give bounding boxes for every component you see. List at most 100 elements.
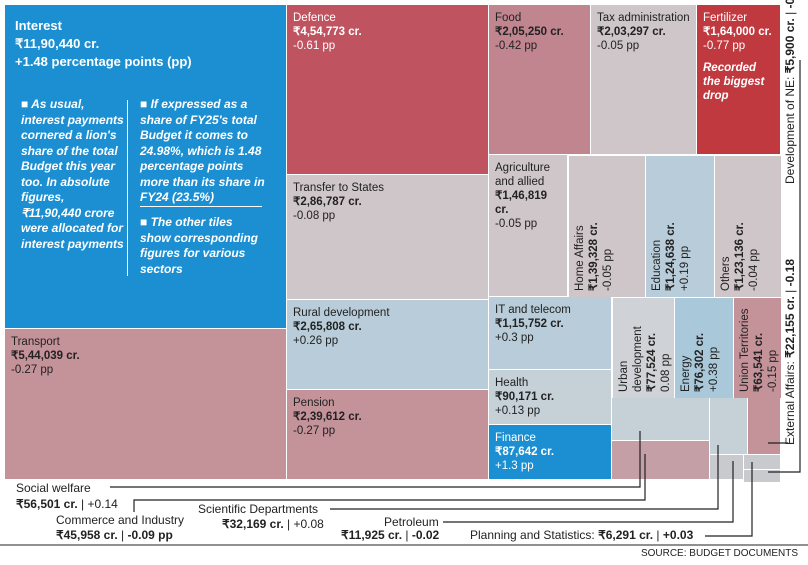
- tile-tax-administration: Tax administration ₹2,03,297 cr. -0.05 pp: [591, 5, 697, 155]
- label-name: External Affairs: [783, 364, 797, 445]
- tile-social-welfare: [612, 398, 710, 441]
- label-value: ₹5,900 cr.: [783, 18, 797, 74]
- label-social-welfare: Social welfare: [16, 481, 91, 496]
- tile-rural-development: Rural development ₹2,65,808 cr. +0.26 pp: [287, 300, 489, 390]
- label-value: ₹45,958 cr.: [56, 528, 118, 542]
- label-scientific: Scientific Departments: [198, 502, 318, 517]
- tile-planning-and-statistics: [744, 455, 781, 470]
- leader-petroleum: [443, 461, 734, 523]
- label-change: -0.18: [783, 259, 797, 287]
- tile-fertilizer: Fertilizer ₹1,64,000 cr. -0.77 pp Recorded …: [697, 5, 781, 155]
- tile-value: ₹1,15,752 cr.: [495, 318, 564, 330]
- tile-finance: Finance ₹87,642 cr. +1.3 pp: [489, 425, 612, 480]
- tile-change: -0.77 pp: [703, 40, 746, 52]
- tile-pension: Pension ₹2,39,612 cr. -0.27 pp: [287, 390, 489, 480]
- tile-change: -0.27 pp: [293, 425, 336, 437]
- tile-value: ₹87,642 cr.: [495, 446, 555, 458]
- note-right-2-text: The other tiles show corresponding figur…: [140, 215, 259, 276]
- tile-change: -0.08 pp: [293, 210, 336, 222]
- leader-scientific: [330, 445, 719, 510]
- label-scientific-value: ₹32,169 cr. | +0.08: [222, 517, 324, 531]
- label-value: ₹56,501 cr.: [16, 497, 78, 511]
- tile-name: Fertilizer: [703, 12, 748, 24]
- tile-development-of-ne: [744, 470, 781, 483]
- label-name: Scientific Departments: [198, 502, 319, 516]
- label-commerce-value: ₹45,958 cr. | -0.09 pp: [56, 528, 173, 542]
- leader-dev-ne: [768, 60, 801, 473]
- label-value: ₹32,169 cr.: [222, 517, 284, 531]
- label-value: ₹6,291 cr.: [598, 528, 654, 542]
- label-value: ₹22,155 cr.: [783, 296, 797, 358]
- label-petroleum: Petroleum: [384, 515, 439, 530]
- tile-transfer-to-states: Transfer to States ₹2,86,787 cr. -0.08 pp: [287, 175, 489, 300]
- tile-transport: Transport ₹5,44,039 cr. -0.27 pp: [5, 329, 287, 480]
- label-planning: Planning and Statistics: ₹6,291 cr. | +0…: [470, 528, 694, 542]
- label-change: -0.01: [783, 0, 797, 8]
- label-name: Planning and Statistics: [470, 528, 592, 542]
- tile-value: ₹1,46,819 cr.: [495, 190, 548, 216]
- label-name: Social welfare: [16, 481, 91, 495]
- leader-planning: [705, 462, 753, 537]
- tile-health: Health ₹90,171 cr. +0.13 pp: [489, 370, 612, 425]
- note-left: ■ As usual, interest payments cornered a…: [21, 97, 124, 251]
- tile-change: -0.27 pp: [11, 364, 54, 376]
- label-change: +0.03: [662, 528, 694, 542]
- tile-change: +0.26 pp: [293, 335, 339, 347]
- label-external-affairs: External Affairs: ₹22,155 cr. | -0.18: [783, 259, 797, 445]
- note-left-text: As usual, interest payments cornered a l…: [21, 97, 124, 251]
- tile-value: ₹11,90,440 cr.: [15, 36, 100, 51]
- tile-scientific-departments: [710, 398, 748, 455]
- tile-value: ₹5,44,039 cr.: [11, 350, 80, 362]
- tile-interest: Interest ₹11,90,440 cr. +1.48 percentage p…: [5, 5, 287, 329]
- tile-change: +0.13 pp: [495, 405, 541, 417]
- tile-name: Interest: [15, 18, 62, 33]
- tile-name: IT and telecom: [495, 304, 571, 316]
- tile-name: Health: [495, 377, 529, 389]
- tile-note: Recorded the biggest drop: [703, 62, 765, 102]
- tile-value: ₹4,54,773 cr.: [293, 26, 362, 38]
- tile-food: Food ₹2,05,250 cr. -0.42 pp: [489, 5, 591, 155]
- label-petroleum-value: ₹11,925 cr. | -0.02: [341, 528, 440, 542]
- tile-it-and-telecom: IT and telecom ₹1,15,752 cr. +0.3 pp: [489, 297, 612, 370]
- tile-name: Transport: [11, 336, 60, 348]
- label-name: Commerce and Industry: [56, 513, 185, 527]
- tile-agriculture-and-allied: Agriculture and allied ₹1,46,819 cr. -0.05…: [489, 155, 568, 297]
- tile-change: -0.42 pp: [495, 40, 538, 52]
- label-change: +0.08: [293, 517, 324, 531]
- tile-value: ₹2,65,808 cr.: [293, 321, 362, 333]
- tile-value: ₹2,05,250 cr.: [495, 26, 564, 38]
- note-right-2: ■ The other tiles show corresponding fig…: [140, 215, 259, 276]
- tile-change: -0.61 pp: [293, 40, 336, 52]
- tile-value: ₹2,03,297 cr.: [597, 26, 666, 38]
- tile-defence: Defence ₹4,54,773 cr. -0.61 pp: [287, 5, 489, 175]
- label-change: -0.09 pp: [127, 528, 173, 542]
- tile-name: Transfer to States: [293, 182, 384, 194]
- tile-external-affairs: [748, 398, 781, 455]
- tile-change: +1.48 percentage points (pp): [15, 54, 192, 69]
- label-change: +0.14: [87, 497, 118, 511]
- tile-change: +0.3 pp: [495, 332, 534, 344]
- note-rule: [140, 206, 262, 207]
- tile-name: Rural development: [293, 307, 390, 319]
- note-divider: [127, 100, 128, 276]
- label-dev-ne: Development of NE: ₹5,900 cr. | -0.01: [783, 0, 798, 184]
- label-change: -0.02: [411, 528, 440, 542]
- tile-name: Agriculture and allied: [495, 162, 550, 188]
- label-name: Development of NE: [783, 79, 797, 184]
- note-right-1-text: If expressed as a share of FY25's total …: [140, 97, 265, 204]
- source-credit: SOURCE: BUDGET DOCUMENTS: [640, 548, 798, 559]
- tile-value: ₹2,86,787 cr.: [293, 196, 362, 208]
- label-commerce: Commerce and Industry: [56, 513, 184, 528]
- tile-name: Finance: [495, 432, 536, 444]
- tile-name: Defence: [293, 12, 336, 24]
- tile-change: -0.05 pp: [597, 40, 640, 52]
- tile-commerce-and-industry: [612, 441, 710, 480]
- tile-name: Pension: [293, 397, 335, 409]
- tile-value: ₹2,39,612 cr.: [293, 411, 362, 423]
- leader-commerce: [133, 454, 646, 512]
- leader-social-welfare: [110, 431, 641, 488]
- label-social-welfare-value: ₹56,501 cr. | +0.14: [16, 497, 118, 511]
- tile-change: +1.3 pp: [495, 460, 534, 472]
